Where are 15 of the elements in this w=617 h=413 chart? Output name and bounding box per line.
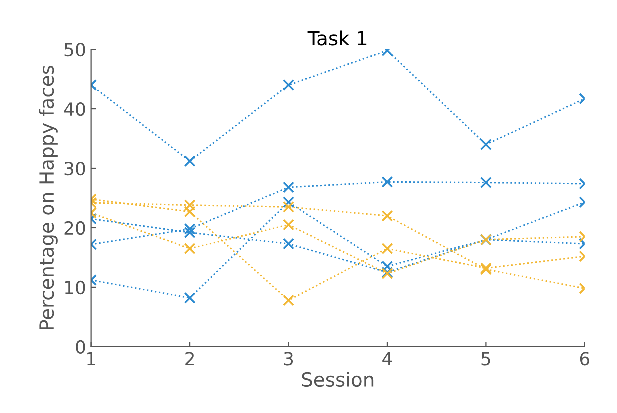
x-tick-label: 3 [284, 352, 294, 366]
x-tick-label: 1 [88, 352, 96, 366]
y-tick-label: 10 [65, 280, 86, 295]
x-tick-label: 5 [482, 352, 490, 366]
y-axis-title: Percentage on Happy faces [39, 66, 58, 330]
x-tick-label: 4 [382, 352, 392, 366]
y-tick-label: 40 [64, 102, 86, 116]
x-tick-label: 6 [580, 352, 590, 366]
y-tick-label: 50 [64, 43, 86, 57]
y-tick-label: 0 [76, 340, 86, 354]
y-tick-label: 30 [64, 162, 86, 176]
chart-title: Task 1 [308, 30, 367, 46]
x-axis-title: Session [302, 372, 374, 388]
y-tick-label: 20 [64, 221, 86, 236]
x-tick-label: 2 [186, 352, 194, 366]
